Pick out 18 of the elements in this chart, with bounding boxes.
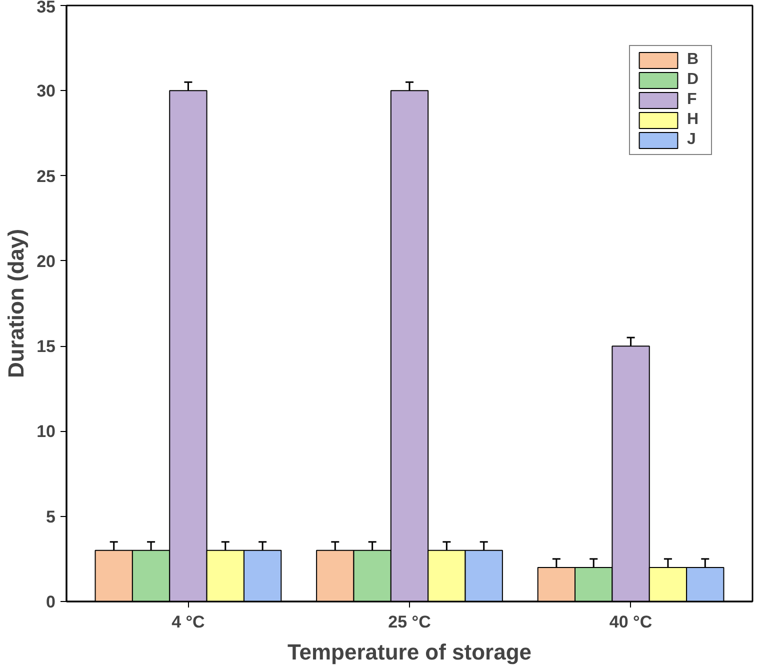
y-tick-label: 20 [36,252,56,271]
y-tick-label: 0 [46,592,56,612]
x-axis-title: Temperature of storage [287,640,532,664]
legend-label: D [687,71,700,89]
y-tick-label: 15 [36,337,56,356]
legend-label: B [687,51,700,69]
x-tick-label: 25 °C [388,612,431,632]
x-tick-label: 40 °C [609,612,652,632]
x-tick-label: 4 °C [172,612,205,632]
y-tick-label: 25 [36,166,56,186]
y-tick-label: 35 [36,0,56,16]
legend-label: J [687,131,697,149]
legend-label: F [687,91,698,109]
y-tick-label: 30 [36,82,56,101]
legend-label: H [687,111,700,129]
y-axis-title: Duration (day) [4,228,29,378]
y-tick-label: 10 [36,422,56,442]
y-tick-label: 5 [46,507,56,526]
